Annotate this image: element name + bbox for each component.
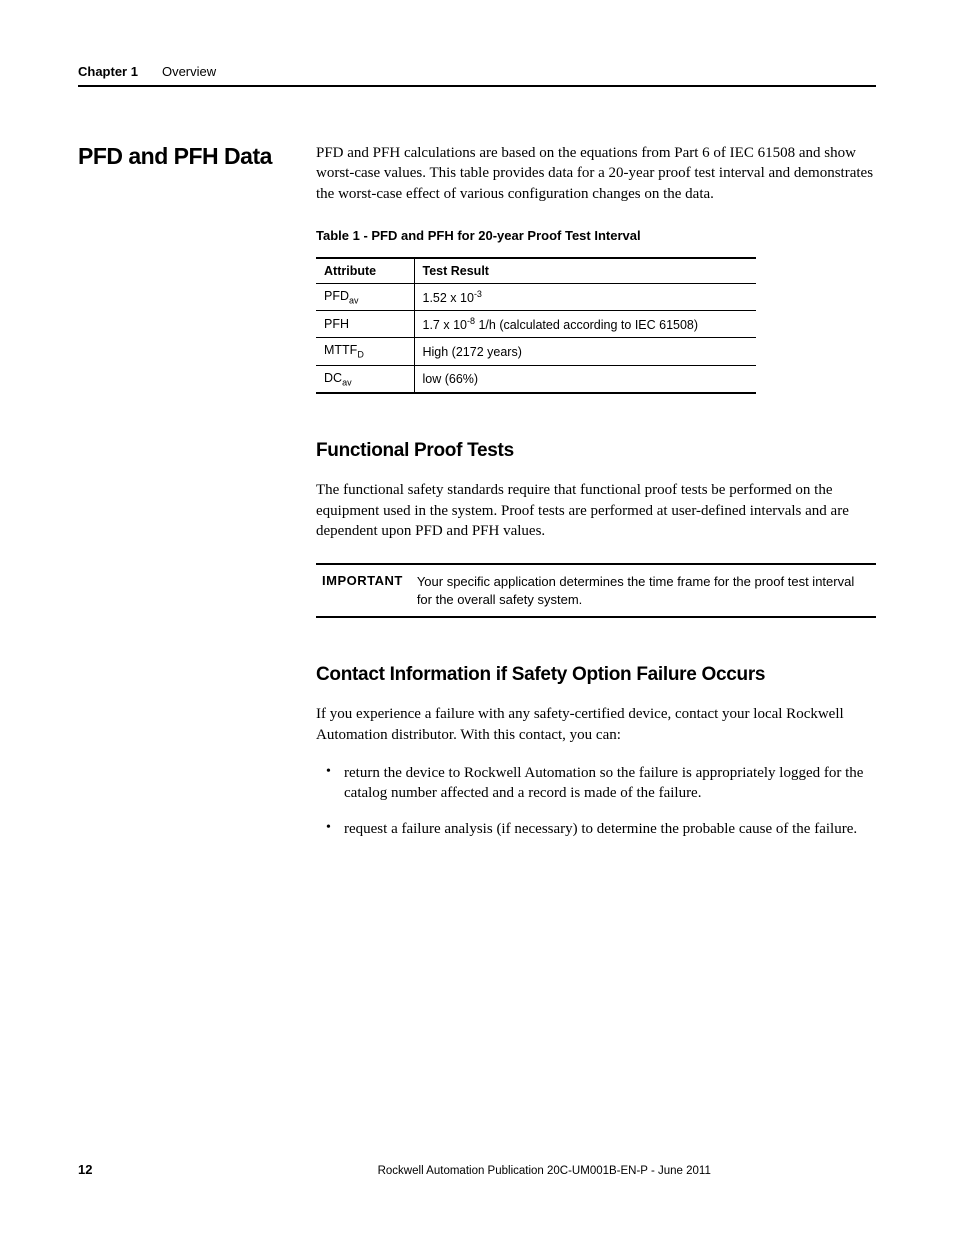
page-header: Chapter 1 Overview: [78, 64, 876, 87]
table-row: MTTFD High (2172 years): [316, 338, 756, 366]
table-row: PFH 1.7 x 10-8 1/h (calculated according…: [316, 311, 756, 338]
cell-attr: MTTFD: [316, 338, 414, 366]
chapter-label: Chapter 1: [78, 64, 138, 79]
contact-paragraph: If you experience a failure with any saf…: [316, 704, 876, 745]
functional-heading: Functional Proof Tests: [316, 440, 876, 462]
page-number: 12: [78, 1162, 92, 1177]
cell-result: High (2172 years): [414, 338, 756, 366]
cell-result: 1.7 x 10-8 1/h (calculated according to …: [414, 311, 756, 338]
cell-attr: DCav: [316, 365, 414, 393]
list-item: request a failure analysis (if necessary…: [316, 819, 876, 839]
cell-result: low (66%): [414, 365, 756, 393]
contact-bullets: return the device to Rockwell Automation…: [316, 763, 876, 840]
table-header-attribute: Attribute: [316, 258, 414, 284]
callout-label: IMPORTANT: [322, 573, 403, 608]
functional-paragraph: The functional safety standards require …: [316, 480, 876, 541]
important-callout: IMPORTANT Your specific application dete…: [316, 563, 876, 618]
table-row: PFDav 1.52 x 10-3: [316, 283, 756, 311]
cell-attr: PFDav: [316, 283, 414, 311]
page-footer: 12 Rockwell Automation Publication 20C-U…: [78, 1162, 876, 1177]
callout-text: Your specific application determines the…: [417, 573, 870, 608]
pfd-pfh-table: Attribute Test Result PFDav 1.52 x 10-3 …: [316, 257, 756, 395]
chapter-title: Overview: [162, 64, 216, 79]
intro-paragraph: PFD and PFH calculations are based on th…: [316, 143, 876, 204]
cell-result: 1.52 x 10-3: [414, 283, 756, 311]
section-heading: PFD and PFH Data: [78, 143, 316, 856]
table-caption: Table 1 - PFD and PFH for 20-year Proof …: [316, 228, 876, 243]
cell-attr: PFH: [316, 311, 414, 338]
table-header-result: Test Result: [414, 258, 756, 284]
table-row: DCav low (66%): [316, 365, 756, 393]
contact-heading: Contact Information if Safety Option Fai…: [316, 664, 876, 686]
list-item: return the device to Rockwell Automation…: [316, 763, 876, 804]
publication-line: Rockwell Automation Publication 20C-UM00…: [92, 1165, 876, 1177]
